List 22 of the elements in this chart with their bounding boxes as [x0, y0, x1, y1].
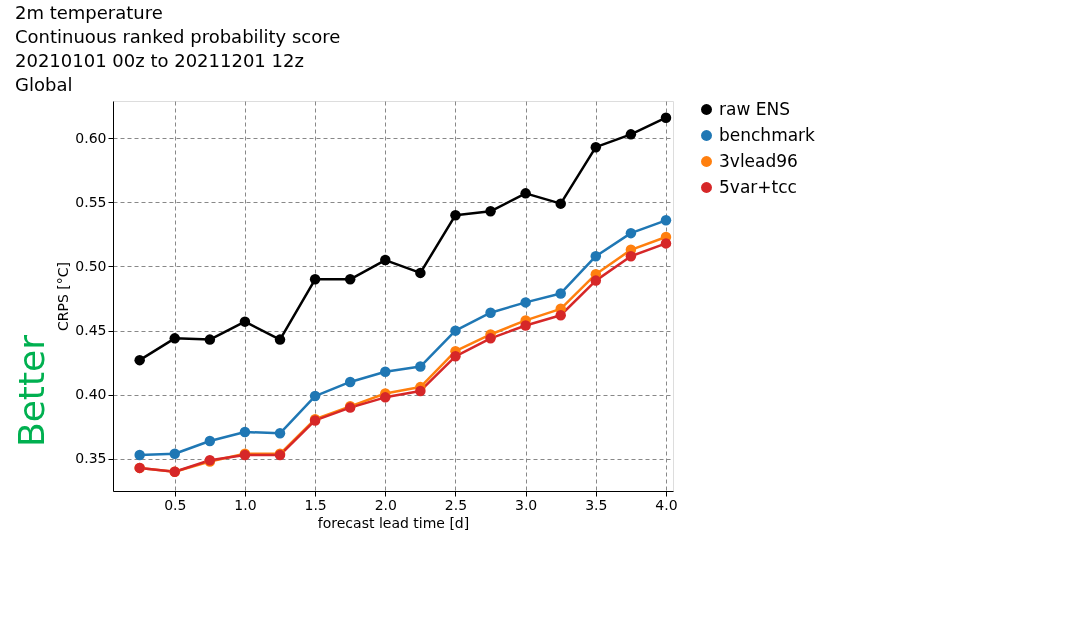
y-axis-title: CRPS [°C] [55, 262, 72, 331]
legend-label: raw ENS [719, 98, 790, 119]
y-tick-label: 0.55 [75, 193, 107, 210]
x-tick-label: 2.5 [444, 496, 468, 513]
y-tick-label: 0.50 [75, 257, 107, 274]
x-tick-label: 0.5 [164, 496, 187, 513]
y-tick-label: 0.35 [75, 450, 107, 467]
legend-label: 3vlead96 [719, 150, 798, 171]
x-tick-label: 1.5 [304, 496, 327, 513]
x-axis-title: forecast lead time [d] [317, 514, 470, 531]
legend-label: benchmark [719, 124, 816, 145]
legend-label: 5var+tcc [719, 176, 797, 197]
y-tick-label: 0.45 [75, 322, 107, 339]
y-tick-label: 0.60 [75, 129, 107, 146]
text: Better [11, 334, 52, 448]
y-tick-label: 0.40 [75, 386, 107, 403]
x-tick-label: 3.5 [585, 496, 608, 513]
x-tick-label: 2.0 [374, 496, 397, 513]
chart-title: 2m temperature Continuous ranked probability score 20210101 00z to 20211201 12z Global [15, 2, 341, 95]
x-tick-label: 1.0 [234, 496, 257, 513]
x-tick-label: 3.0 [515, 496, 538, 513]
x-tick-label: 4.0 [655, 496, 678, 513]
